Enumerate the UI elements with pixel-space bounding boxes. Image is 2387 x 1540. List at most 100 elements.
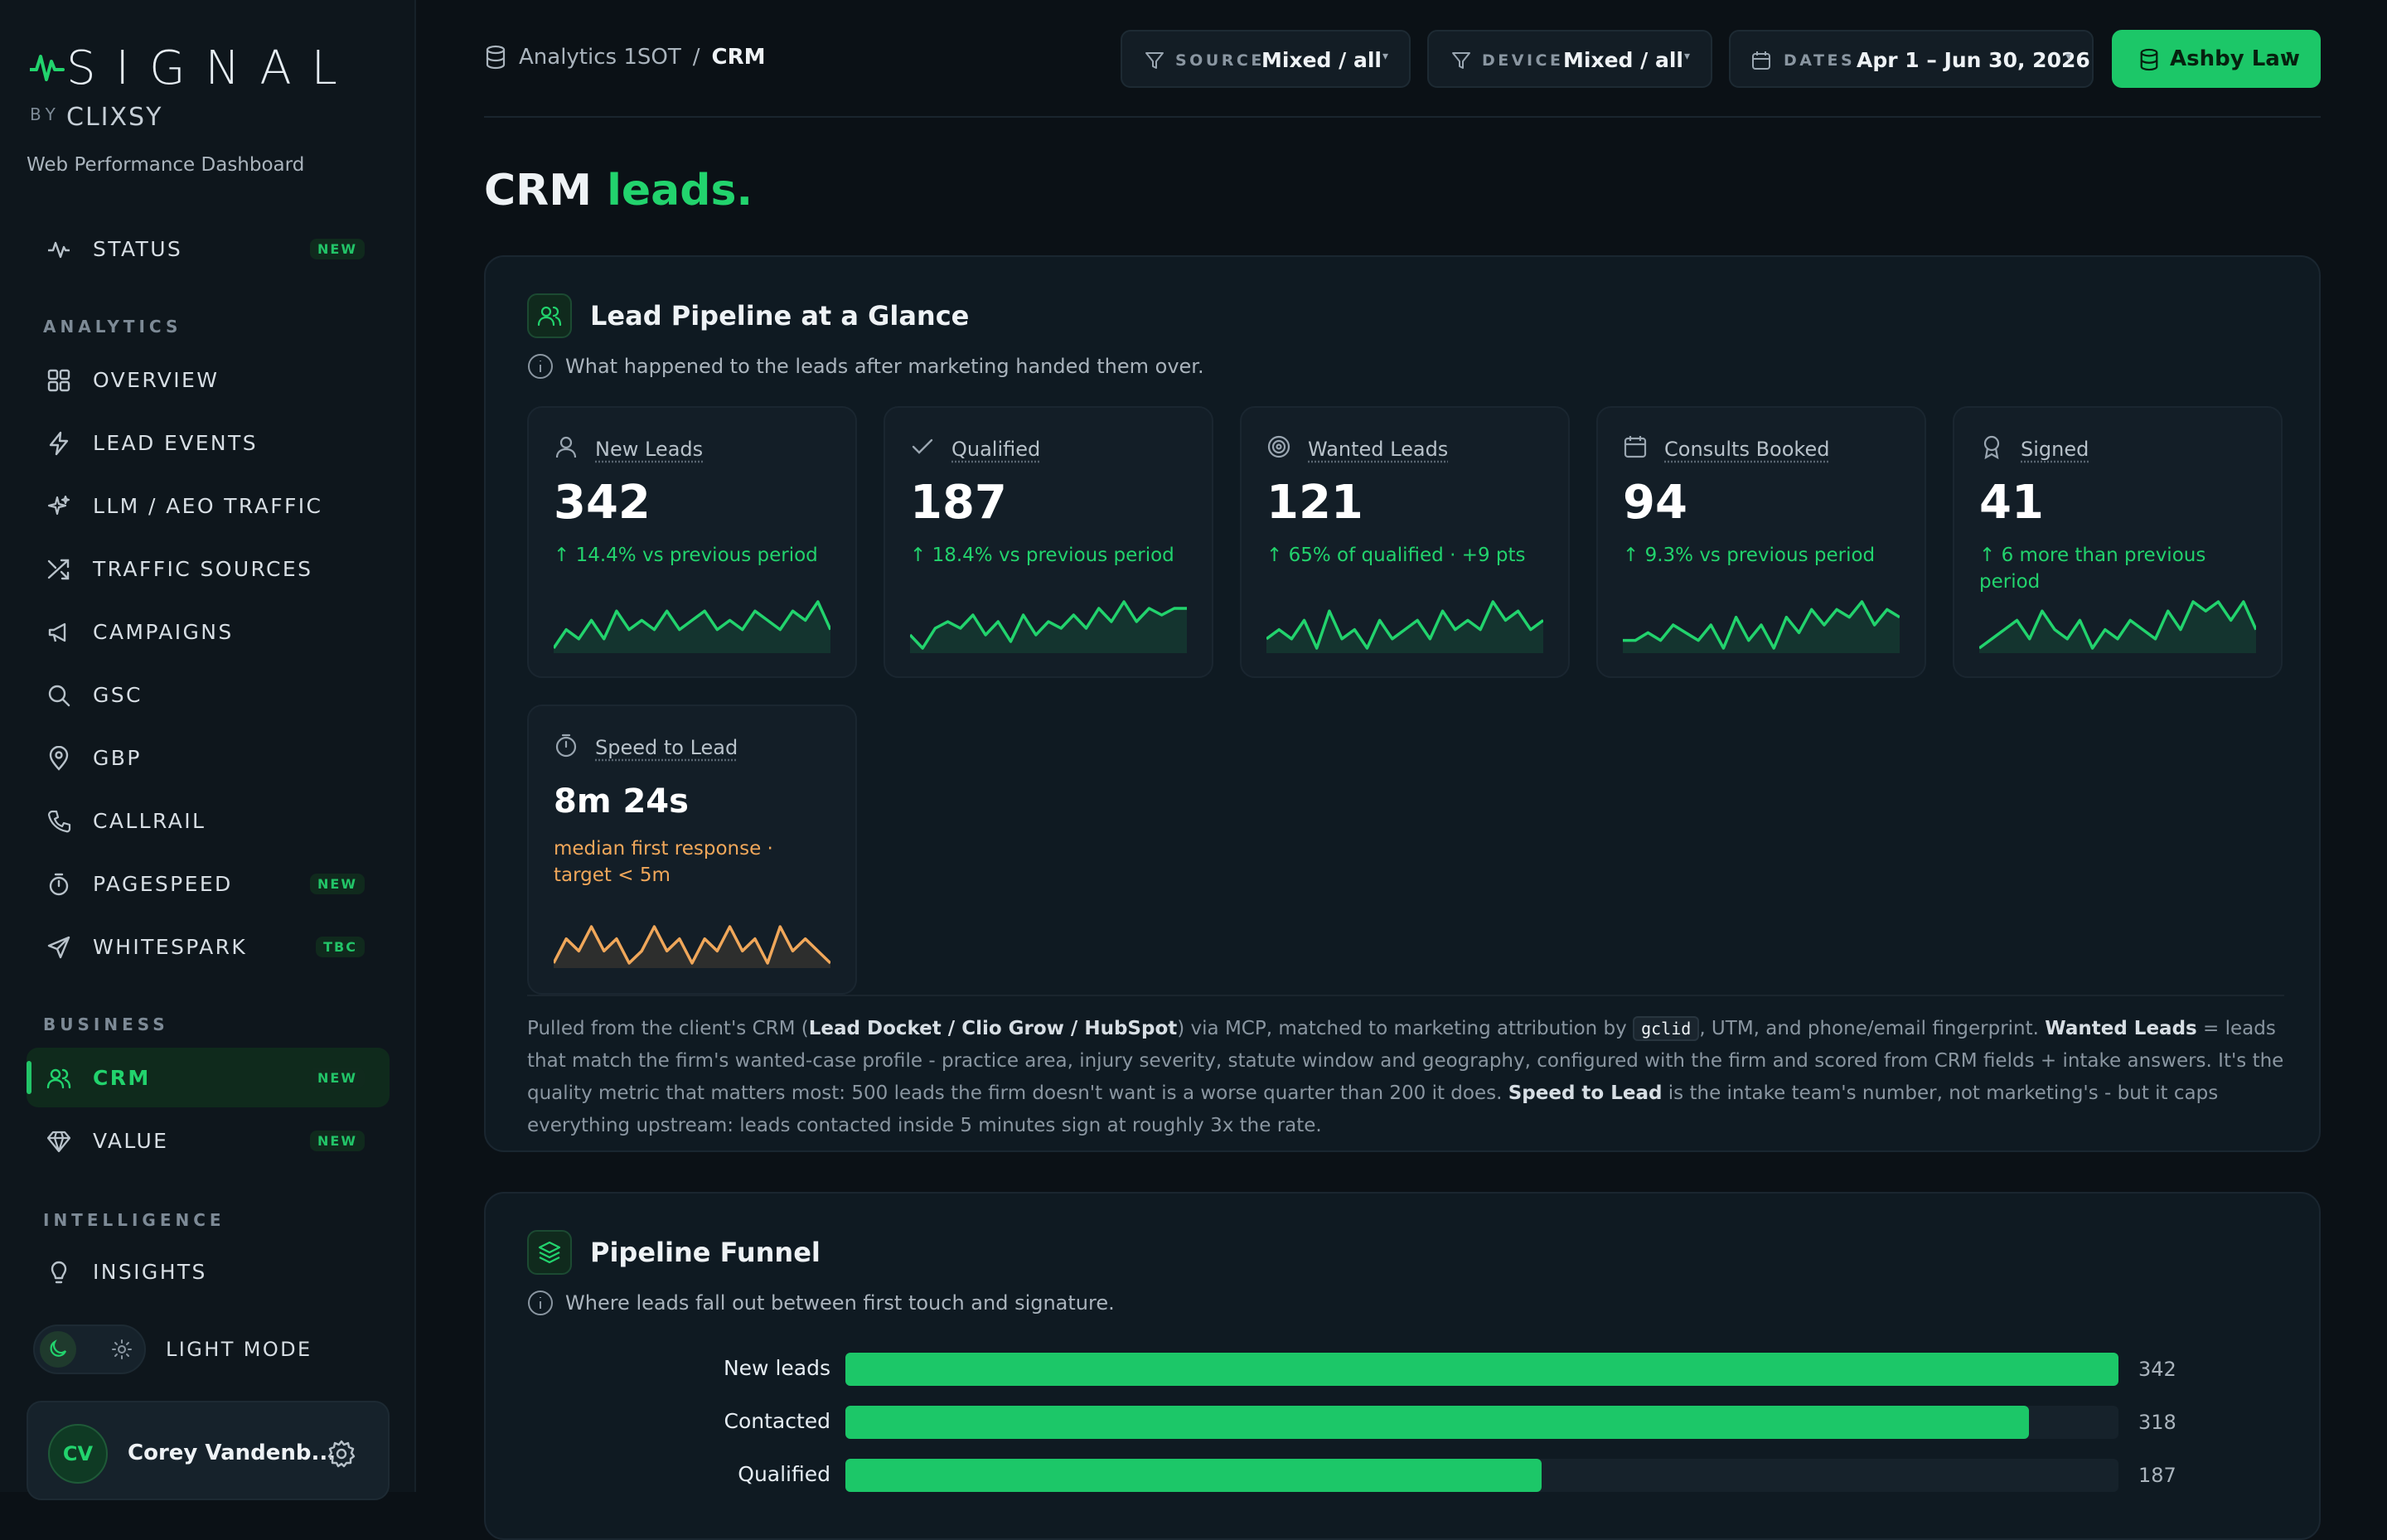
sidebar-item-overview[interactable]: OVERVIEW <box>27 350 390 409</box>
kpi-value: 41 <box>1979 476 2044 530</box>
user-profile[interactable]: CV Corey Vandenb... <box>27 1401 390 1500</box>
footnote: Pulled from the client's CRM (Lead Docke… <box>527 1013 2284 1142</box>
new-badge: NEW <box>310 239 365 259</box>
kpi-label: New Leads <box>595 438 703 461</box>
kpi-signed[interactable]: Signed 41 ↑ 6 more than previous period <box>1953 406 2283 678</box>
maker-logo: CLIXSY <box>66 103 162 132</box>
funnel-row[interactable]: Qualified 187 <box>486 1457 2322 1494</box>
info-icon[interactable] <box>527 1290 554 1316</box>
bolt-icon <box>46 431 71 456</box>
sidebar-item-label: PAGESPEED <box>93 872 233 896</box>
sidebar-item-gsc[interactable]: GSC <box>27 665 390 724</box>
sidebar-item-gbp[interactable]: GBP <box>27 728 390 787</box>
sparkline-chart <box>1623 593 1900 653</box>
chevron-down-icon: ▾ <box>1382 50 1388 63</box>
funnel-value: 342 <box>2138 1358 2176 1381</box>
timer-icon <box>46 872 71 897</box>
database-icon <box>2138 48 2160 71</box>
brand-name: SIGNAL <box>66 41 357 95</box>
sparkline-chart <box>910 593 1187 653</box>
chevron-down-icon: ▾ <box>1684 50 1690 63</box>
sparkline-chart <box>1979 593 2256 653</box>
kpi-delta: ↑ 9.3% vs previous period <box>1623 542 1905 569</box>
client-name: Ashby Law <box>2170 46 2300 71</box>
target-icon <box>1266 434 1291 459</box>
funnel-bar <box>845 1459 1542 1492</box>
page-title-accent: leads. <box>607 166 753 216</box>
client-selector[interactable]: Ashby Law ▾ <box>2112 30 2321 88</box>
sidebar-item-value[interactable]: VALUE NEW <box>27 1111 390 1170</box>
sun-icon <box>111 1339 133 1360</box>
kpi-label: Speed to Lead <box>595 736 738 759</box>
sidebar-item-callrail[interactable]: CALLRAIL <box>27 791 390 850</box>
source-filter[interactable]: SOURCE Mixed / all ▾ <box>1121 30 1411 88</box>
sidebar-item-label: LLM / AEO TRAFFIC <box>93 494 322 518</box>
card-subtitle: Where leads fall out between first touch… <box>527 1290 1115 1316</box>
filter-value: Mixed / all <box>1261 48 1382 72</box>
sidebar-item-label: GBP <box>93 746 142 770</box>
section-business: BUSINESS <box>43 1015 169 1034</box>
search-icon <box>46 683 71 708</box>
light-mode-label[interactable]: LIGHT MODE <box>166 1338 312 1361</box>
kpi-delta: ↑ 6 more than previous period <box>1979 542 2261 595</box>
section-analytics: ANALYTICS <box>43 317 182 337</box>
funnel-label: Qualified <box>738 1462 830 1486</box>
new-badge: NEW <box>310 1068 365 1088</box>
sidebar: SIGNAL BY CLIXSY Web Performance Dashboa… <box>0 0 416 1492</box>
sidebar-item-pagespeed[interactable]: PAGESPEED NEW <box>27 854 390 913</box>
kpi-label: Qualified <box>951 438 1040 461</box>
card-title-text: Pipeline Funnel <box>590 1237 821 1268</box>
sidebar-item-insights[interactable]: INSIGHTS <box>27 1242 390 1301</box>
kpi-qualified[interactable]: Qualified 187 ↑ 18.4% vs previous period <box>884 406 1213 678</box>
sparkline-chart <box>1266 593 1543 653</box>
calendar-icon <box>1750 50 1772 71</box>
sidebar-item-whitespark[interactable]: WHITESPARK TBC <box>27 917 390 976</box>
footnote-divider <box>527 995 2284 996</box>
header-divider <box>484 116 2321 118</box>
card-title: Lead Pipeline at a Glance <box>527 293 969 338</box>
kpi-label: Consults Booked <box>1664 438 1829 461</box>
sidebar-item-label: CAMPAIGNS <box>93 620 234 644</box>
sidebar-item-llm-aeo-traffic[interactable]: LLM / AEO TRAFFIC <box>27 476 390 535</box>
sidebar-item-label: WHITESPARK <box>93 935 247 959</box>
sidebar-item-lead-events[interactable]: LEAD EVENTS <box>27 413 390 472</box>
kpi-label: Wanted Leads <box>1308 438 1448 461</box>
gear-icon[interactable] <box>327 1439 356 1469</box>
footnote-term-wanted-leads: Wanted Leads <box>2045 1018 2196 1039</box>
sidebar-item-campaigns[interactable]: CAMPAIGNS <box>27 602 390 661</box>
calendar-icon <box>1623 434 1648 459</box>
kpi-consults-booked[interactable]: Consults Booked 94 ↑ 9.3% vs previous pe… <box>1596 406 1926 678</box>
breadcrumb-root[interactable]: Analytics 1SOT <box>519 45 681 70</box>
theme-toggle[interactable] <box>33 1324 146 1374</box>
kpi-wanted-leads[interactable]: Wanted Leads 121 ↑ 65% of qualified · +9… <box>1240 406 1570 678</box>
kpi-new-leads[interactable]: New Leads 342 ↑ 14.4% vs previous period <box>527 406 857 678</box>
sidebar-item-status[interactable]: STATUS NEW <box>27 219 390 278</box>
dates-filter[interactable]: DATES Apr 1 – Jun 30, 2026 ▾ <box>1729 30 2094 88</box>
map-pin-icon <box>46 746 71 771</box>
users-icon <box>527 293 572 338</box>
kpi-value: 121 <box>1266 476 1363 530</box>
sidebar-item-label: STATUS <box>93 237 182 261</box>
kpi-speed-to-lead[interactable]: Speed to Lead 8m 24s median first respon… <box>527 705 857 995</box>
filter-icon <box>1144 50 1165 71</box>
breadcrumb-separator: / <box>693 45 700 70</box>
sparkle-icon <box>46 494 71 519</box>
kpi-delta: median first response · target < 5m <box>554 835 835 889</box>
breadcrumb: Analytics 1SOT / CRM <box>484 45 765 70</box>
funnel-row[interactable]: New leads 342 <box>486 1351 2322 1387</box>
shuffle-icon <box>46 557 71 582</box>
pipeline-funnel-card: Pipeline Funnel Where leads fall out bet… <box>484 1192 2321 1540</box>
layers-icon <box>527 1230 572 1275</box>
funnel-value: 187 <box>2138 1464 2176 1487</box>
info-icon[interactable] <box>527 353 554 380</box>
tbc-badge: TBC <box>316 937 365 957</box>
stopwatch-icon <box>554 733 579 758</box>
sidebar-item-crm[interactable]: CRM NEW <box>27 1048 390 1107</box>
signal-wave-icon <box>30 46 70 86</box>
footnote-text: ) via MCP, matched to marketing attribut… <box>1177 1018 1633 1039</box>
device-filter[interactable]: DEVICE Mixed / all ▾ <box>1427 30 1712 88</box>
funnel-row[interactable]: Contacted 318 <box>486 1404 2322 1441</box>
footnote-text: Pulled from the client's CRM ( <box>527 1018 809 1039</box>
user-name: Corey Vandenb... <box>128 1441 336 1465</box>
sidebar-item-traffic-sources[interactable]: TRAFFIC SOURCES <box>27 539 390 598</box>
